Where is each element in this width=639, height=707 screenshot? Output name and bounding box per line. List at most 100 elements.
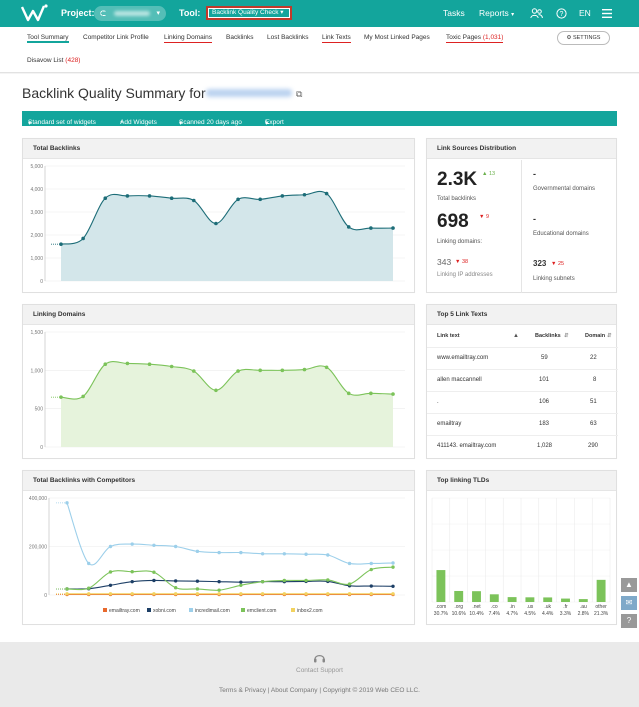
data-point [195,549,200,554]
tld-bar [525,597,535,602]
footer: Contact Support Terms & Privacy | About … [0,642,639,707]
settings-button[interactable]: ⚙ SETTINGS [557,31,610,45]
data-point [103,362,108,366]
tab-link-texts[interactable]: Link Texts [322,34,351,43]
data-point [369,567,373,572]
data-point [87,592,91,596]
data-point [173,586,178,590]
tab-toxic-pages[interactable]: Toxic Pages (1,031) [446,33,504,43]
y-tick-label: 2,000 [30,233,43,239]
total-backlinks-panel: Total Backlinks 5,000 4,000 3,000 2,000 1,00… [22,138,415,293]
data-point [130,592,134,596]
y-tick-label: 500 [35,407,44,413]
data-point [280,194,285,198]
competitors-panel: Total Backlinks with Competitors 400,000… [22,470,415,625]
tab-backlinks[interactable]: Backlinks [226,34,254,41]
project-selector[interactable]: ⮈ ▾ [94,6,166,21]
gov-domains-value: - [533,169,536,179]
tab-tool-summary[interactable]: Tool Summary [27,34,69,43]
series-line [66,566,394,591]
area-fill [61,361,393,447]
tab-label: Toxic Pages [446,34,482,41]
webceo-logo[interactable] [20,3,50,23]
data-point [369,226,373,230]
sort-icon[interactable]: ▲ [513,333,519,339]
linking-domains-label: Linking domains: [437,239,483,245]
tld-category-label: .co [491,604,498,610]
scan-date-label: Scanned 20 days ago [179,119,242,126]
data-point [173,579,178,583]
tab-disavow-list[interactable]: Disavow List (428) [27,56,80,66]
tasks-link[interactable]: Tasks [443,8,465,18]
data-point [282,552,287,556]
data-point [192,198,196,203]
domain-cell: 22 [590,355,597,361]
reports-menu[interactable]: Reports ▾ [479,8,514,18]
linking-ip-label: Linking IP addresses [437,272,493,278]
data-point [147,194,152,198]
settings-label: SETTINGS [572,35,601,41]
y-tick-label: 1,000 [30,368,43,374]
help-button[interactable]: ? [621,614,637,628]
data-point [217,550,221,555]
series-line [60,360,394,400]
data-point [346,391,351,396]
y-tick-label: 0 [44,593,47,599]
panel-title: Total Backlinks with Competitors [23,471,414,491]
link-text-cell: . [437,399,439,405]
y-tick-label: 200,000 [29,545,47,551]
tld-percent-label: 21.3% [594,611,609,617]
scroll-top-button[interactable]: ▲ [621,578,637,592]
column-header-link-text[interactable]: Link text [437,333,460,339]
link-text-cell: emailtray [437,421,462,427]
legend-label: incredimail.com [195,608,230,614]
data-point [152,578,156,583]
series-line [66,502,394,566]
chevron-down-icon: ▾ [265,120,269,127]
users-icon[interactable] [530,8,543,19]
tld-bar [507,597,517,602]
legend-label: xobni.com [153,608,176,614]
data-point [195,592,200,596]
tool-label: Tool: [179,8,201,18]
sort-icon[interactable]: ⇵ [607,333,612,339]
hamburger-menu-icon[interactable] [602,9,612,18]
y-tick-label: 0 [40,445,43,451]
chat-button[interactable]: ✉ [621,596,637,610]
tld-percent-label: 4.7% [506,611,518,617]
tab-lost-backlinks[interactable]: Lost Backlinks [267,34,309,41]
data-point [391,392,395,396]
tab-my-most-linked-pages[interactable]: My Most Linked Pages [364,34,430,41]
project-name-blurred [206,89,292,97]
y-tick-label: 400,000 [29,496,47,502]
data-point [217,588,221,592]
tab-competitor-link-profile[interactable]: Competitor Link Profile [83,34,149,41]
export-label: Export [265,119,284,126]
data-point [169,364,174,369]
tld-category-label: .org [454,604,463,610]
backlinks-cell: 183 [539,421,550,427]
footer-links[interactable]: Terms & Privacy | About Company | Copyri… [219,687,420,694]
data-point [108,544,113,549]
domain-cell: 51 [590,399,597,405]
data-point [103,196,108,200]
contact-support-link[interactable]: Contact Support [296,667,343,674]
sort-icon[interactable]: ⇵ [564,333,569,339]
tld-category-label: other [595,604,607,610]
tld-percent-label: 2.8% [578,611,590,617]
data-point [169,196,174,200]
chat-icon: ✉ [625,598,633,607]
copy-icon[interactable]: ⧉ [296,89,303,99]
column-header-backlinks[interactable]: Backlinks [535,333,561,339]
tool-selector[interactable]: Backlink Quality Check ▾ [206,6,292,20]
data-point [214,388,218,393]
help-icon[interactable]: ? [556,8,567,19]
tab-linking-domains[interactable]: Linking Domains [164,34,213,43]
language-selector[interactable]: EN [579,8,591,18]
chevron-down-icon: ▾ [28,120,32,127]
tld-category-label: .in [509,604,514,610]
linking-domains-panel: Linking Domains 1,500 1,000 500 0 [22,304,415,459]
table-row: . 106 51 [427,392,618,414]
column-header-domain[interactable]: Domain [585,333,606,339]
total-backlinks-value: 2.3K [437,169,478,190]
